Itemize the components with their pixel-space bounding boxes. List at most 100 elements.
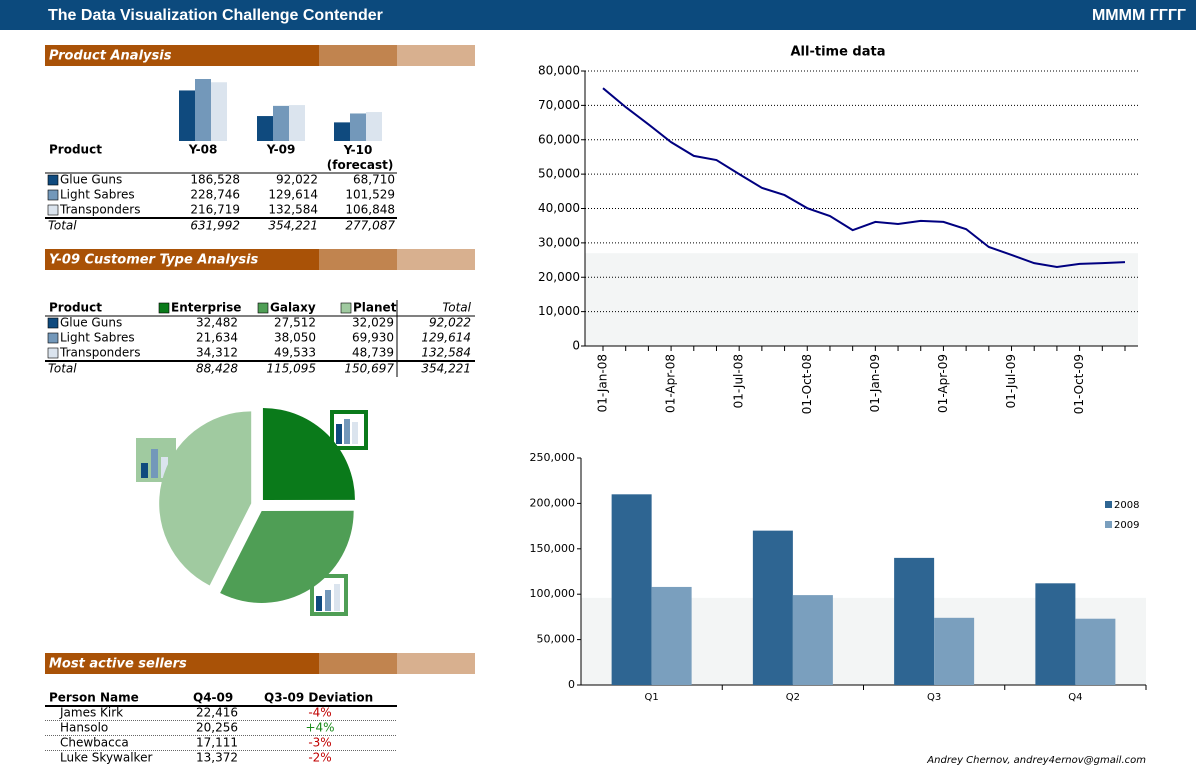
row-label: Total xyxy=(48,362,77,376)
pie-slice xyxy=(262,408,355,501)
cell: 354,221 xyxy=(421,362,471,376)
x-tick-label: 01-Apr-08 xyxy=(664,354,678,413)
section-title: Product Analysis xyxy=(49,49,172,64)
mini-bar xyxy=(350,113,366,141)
header-bar xyxy=(0,0,1196,30)
cell: 13,372 xyxy=(196,751,238,765)
column-header: Q3-09 Deviation xyxy=(264,691,373,705)
section-title: Y-09 Customer Type Analysis xyxy=(49,253,259,268)
y-tick-label: 40,000 xyxy=(538,201,580,215)
cell: 132,584 xyxy=(421,346,471,360)
cell: 68,710 xyxy=(353,173,395,187)
mini-bar xyxy=(334,122,350,141)
pie-slice xyxy=(220,510,354,603)
cell: 92,022 xyxy=(429,316,471,330)
x-tick-label: 01-Apr-09 xyxy=(936,354,950,413)
deviation: -3% xyxy=(308,736,331,750)
y-tick-label: 200,000 xyxy=(530,496,576,509)
y-tick-label: 80,000 xyxy=(538,64,580,78)
cell: 49,533 xyxy=(274,346,316,360)
column-header: Y-09 xyxy=(266,143,296,157)
row-label: Light Sabres xyxy=(60,331,135,345)
x-tick-label: Q3 xyxy=(927,692,941,703)
x-tick-label: Q2 xyxy=(786,692,800,703)
swatch xyxy=(47,317,59,329)
section-title: Most active sellers xyxy=(49,657,187,672)
x-tick-label: 01-Jan-09 xyxy=(868,354,882,412)
cell: 106,848 xyxy=(345,203,395,217)
bar xyxy=(792,595,833,685)
row-label: Light Sabres xyxy=(60,188,135,202)
cell: 48,739 xyxy=(352,346,394,360)
y-tick-label: 0 xyxy=(568,678,575,691)
legend-swatch xyxy=(1105,521,1112,528)
cell: 186,528 xyxy=(190,173,240,187)
section-bar xyxy=(45,249,319,270)
cell: 129,614 xyxy=(268,188,318,202)
section-bar xyxy=(319,653,397,674)
cell: 354,221 xyxy=(268,219,318,233)
column-header: Galaxy xyxy=(270,301,316,315)
swatch xyxy=(47,204,59,216)
pie-icon xyxy=(136,438,176,482)
mini-bar xyxy=(179,90,195,141)
x-tick-label: Q4 xyxy=(1068,692,1082,703)
x-tick-label: 01-Oct-09 xyxy=(1072,354,1086,414)
y-tick-label: 250,000 xyxy=(530,451,576,464)
bar xyxy=(894,557,935,685)
column-header: Q4-09 xyxy=(193,691,233,705)
y-tick-label: 20,000 xyxy=(538,270,580,284)
x-tick-label: 01-Jul-09 xyxy=(1004,354,1018,408)
cell: 22,416 xyxy=(196,706,238,720)
y-tick-label: 10,000 xyxy=(538,304,580,318)
section-bar xyxy=(319,45,397,66)
cell: 69,930 xyxy=(352,331,394,345)
bar xyxy=(752,530,793,685)
x-tick-label: Q1 xyxy=(645,692,659,703)
legend-label: 2008 xyxy=(1114,500,1139,511)
seller-name: Chewbacca xyxy=(60,736,129,750)
cell: 88,428 xyxy=(196,362,238,376)
chart-title: All-time data xyxy=(791,45,886,60)
mini-bar xyxy=(211,82,227,141)
swatch xyxy=(47,189,59,201)
cell: 92,022 xyxy=(276,173,318,187)
cell: 17,111 xyxy=(196,736,238,750)
bar xyxy=(934,617,975,685)
footer: Andrey Chernov, andrey4ernov@gmail.com xyxy=(926,755,1146,766)
page-title: The Data Visualization Challenge Contend… xyxy=(48,7,383,24)
y-tick-label: 70,000 xyxy=(538,98,580,112)
column-header: Product xyxy=(49,301,102,315)
deviation: -4% xyxy=(308,706,331,720)
swatch xyxy=(47,332,59,344)
y-tick-label: 0 xyxy=(572,339,580,353)
cell: 101,529 xyxy=(345,188,395,202)
bar xyxy=(1075,618,1116,685)
section-bar xyxy=(397,45,475,66)
swatch xyxy=(47,347,59,359)
mini-bar xyxy=(366,112,382,141)
bar xyxy=(651,586,692,685)
cell: 38,050 xyxy=(274,331,316,345)
section-bar xyxy=(45,653,319,674)
row-label: Total xyxy=(48,219,77,233)
bar xyxy=(611,494,652,685)
band xyxy=(585,253,1138,346)
section-bar xyxy=(397,249,475,270)
seller-name: James Kirk xyxy=(59,706,123,720)
cell: 20,256 xyxy=(196,721,238,735)
y-tick-label: 150,000 xyxy=(530,542,576,555)
seller-name: Hansolo xyxy=(60,721,108,735)
column-header: Y-08 xyxy=(188,143,218,157)
deviation: -2% xyxy=(308,751,331,765)
row-label: Transponders xyxy=(59,346,140,360)
cell: 216,719 xyxy=(190,203,240,217)
swatch xyxy=(47,174,59,186)
cell: 32,029 xyxy=(352,316,394,330)
section-bar xyxy=(45,45,319,66)
y-tick-label: 50,000 xyxy=(537,633,576,646)
cell: 129,614 xyxy=(421,331,471,345)
mini-bar xyxy=(273,105,289,141)
swatch xyxy=(257,302,269,314)
